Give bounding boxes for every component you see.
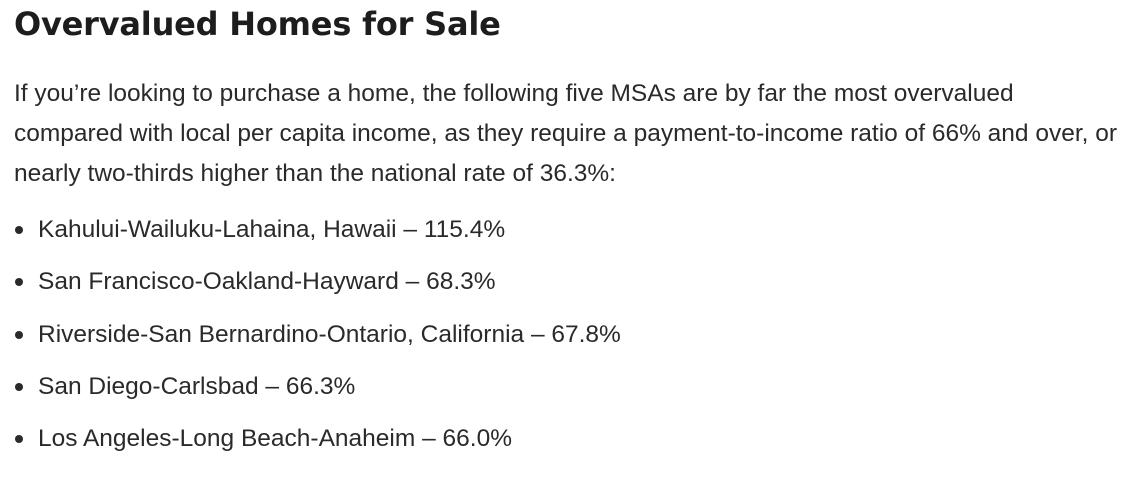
section-heading: Overvalued Homes for Sale xyxy=(14,5,501,43)
list-item-text: San Francisco-Oakland-Hayward – 68.3% xyxy=(38,268,496,296)
list-item: Los Angeles-Long Beach-Anaheim – 66.0% xyxy=(14,419,1124,459)
intro-paragraph: If you’re looking to purchase a home, th… xyxy=(14,80,1118,187)
list-item-text: Kahului-Wailuku-Lahaina, Hawaii – 115.4% xyxy=(38,216,506,243)
list-item: Riverside-San Bernardino-Ontario, Califo… xyxy=(14,315,1124,355)
article-section: Overvalued Homes for Sale If you’re look… xyxy=(14,0,1124,471)
list-item-text: Riverside-San Bernardino-Ontario, Califo… xyxy=(38,320,621,348)
bullet-icon xyxy=(15,330,23,339)
bullet-icon xyxy=(15,226,23,234)
bullet-icon xyxy=(15,435,23,444)
list-item-text: Los Angeles-Long Beach-Anaheim – 66.0% xyxy=(38,425,512,453)
overvalued-msa-list: Kahului-Wailuku-Lahaina, Hawaii – 115.4%… xyxy=(14,210,1124,459)
list-item: Kahului-Wailuku-Lahaina, Hawaii – 115.4% xyxy=(14,210,1124,250)
bullet-icon xyxy=(15,382,23,391)
list-item: San Diego-Carlsbad – 66.3% xyxy=(14,367,1124,407)
list-item: San Francisco-Oakland-Hayward – 68.3% xyxy=(14,262,1124,302)
list-item-text: San Diego-Carlsbad – 66.3% xyxy=(38,372,356,400)
bullet-icon xyxy=(15,278,23,287)
